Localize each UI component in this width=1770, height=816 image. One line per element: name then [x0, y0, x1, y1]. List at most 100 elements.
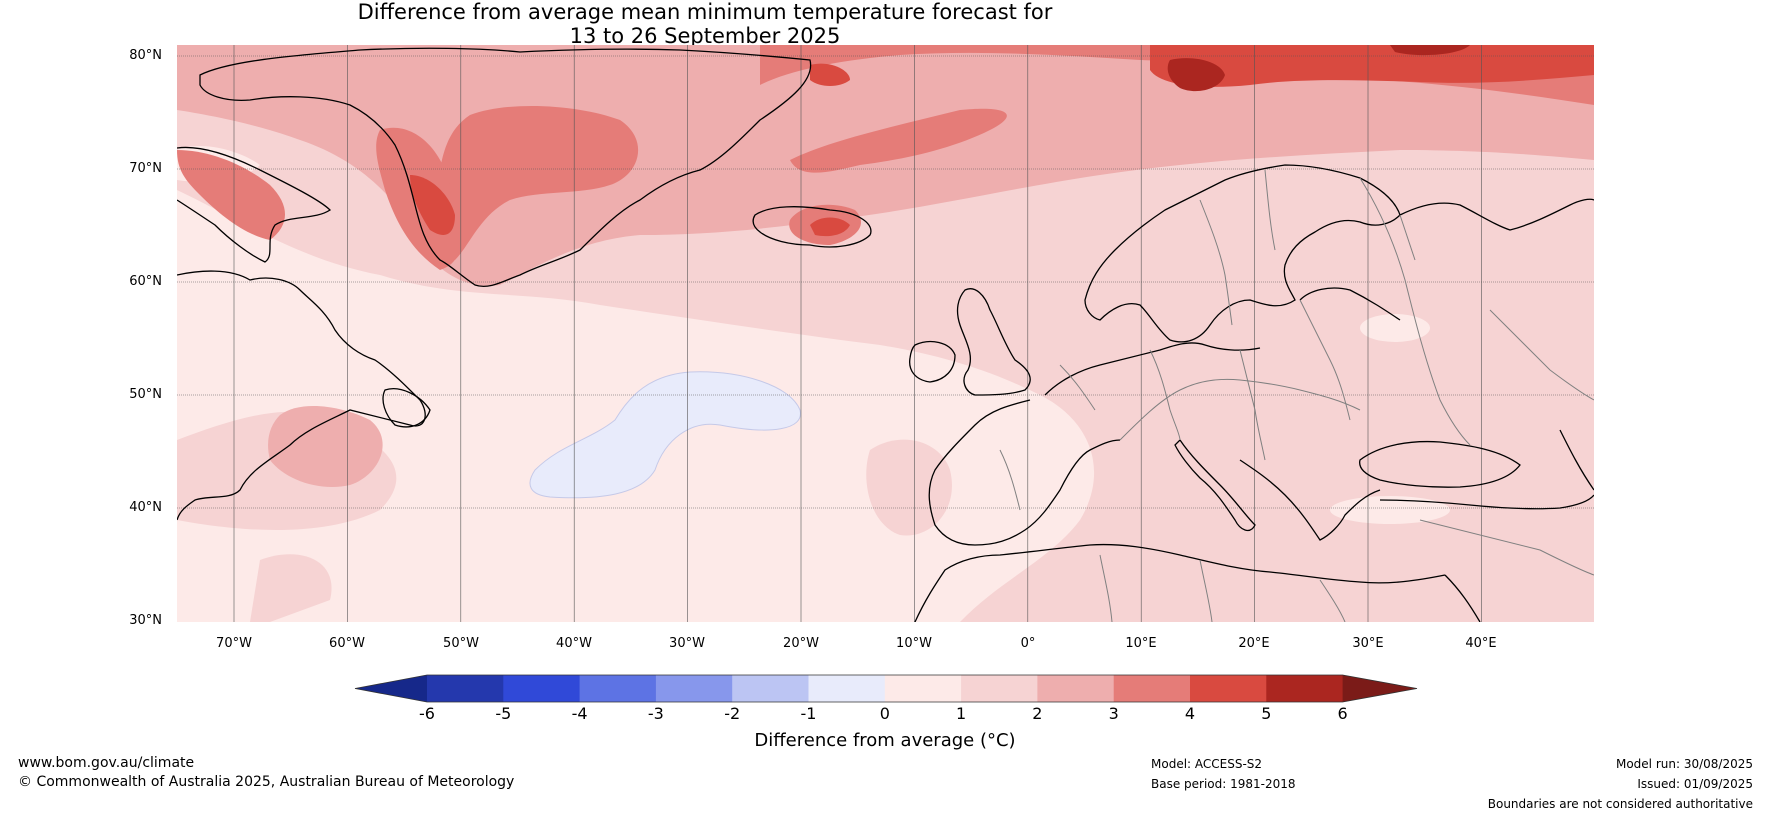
colorbar-segment: [1266, 675, 1344, 702]
colorbar-tick-label: -1: [800, 704, 817, 723]
lon-label-30e: 30°E: [1352, 636, 1384, 651]
lat-label-60n: 60°N: [129, 274, 162, 289]
black-sea-coastline: [1359, 440, 1521, 488]
colorbar-segment: [427, 675, 504, 702]
colorbar-tick-label: -6: [419, 704, 435, 723]
lon-label-0: 0°: [1020, 636, 1036, 651]
lat-label-30n: 30°N: [129, 613, 162, 628]
colorbar-tick-label: -3: [647, 704, 664, 723]
great-britain-coastline: [956, 288, 1031, 396]
scandinavia-coastline: [1084, 164, 1401, 343]
colorbar-tick-label: 3: [1108, 704, 1119, 723]
anomaly-band-1-2-patch: [250, 554, 332, 622]
border-line: [1119, 378, 1361, 441]
border-line: [1399, 214, 1416, 261]
colorbar-segment: [808, 675, 886, 702]
border-line: [1264, 169, 1276, 251]
colorbar-extend-low: [355, 675, 427, 702]
east-coastline: [1559, 429, 1594, 491]
colorbar-tick-label: 6: [1337, 704, 1348, 723]
lat-label-80n: 80°N: [129, 48, 162, 63]
coastlines: [177, 47, 1594, 622]
border-line: [1359, 177, 1471, 446]
colorbar-segment: [732, 675, 809, 702]
newfoundland-coastline: [382, 388, 431, 428]
lat-label-70n: 70°N: [129, 161, 162, 176]
colorbar-segment: [961, 675, 1038, 702]
lat-label-40n: 40°N: [129, 500, 162, 515]
europe-west-coastline: [1044, 342, 1261, 396]
border-line: [1239, 349, 1266, 461]
graticule: [177, 45, 1594, 622]
lon-label-10w: 10°W: [896, 636, 932, 651]
anomaly-band-3-4: [177, 150, 285, 240]
baltic-coastline: [1299, 287, 1401, 321]
model-text: Model: ACCESS-S2: [1151, 757, 1263, 771]
colorbar-label: Difference from average (°C): [754, 730, 1016, 751]
colorbar-segment: [884, 675, 962, 702]
colorbar-segment: [1113, 675, 1191, 702]
iberia-coastline: [928, 399, 1121, 546]
colorbar-tick-label: 4: [1184, 704, 1196, 723]
lon-label-50w: 50°W: [443, 636, 479, 651]
labrador-coastline: [177, 270, 426, 521]
title-line-2: 13 to 26 September 2025: [569, 24, 841, 48]
lon-label-70w: 70°W: [216, 636, 252, 651]
anomaly-band-4-5: [1150, 45, 1594, 87]
colorbar-tick-label: 5: [1261, 704, 1272, 723]
colorbar-segment: [1190, 675, 1267, 702]
anomaly-band-3-4: [790, 108, 1007, 173]
anomaly-patch-0-1: [1330, 496, 1450, 524]
lon-label-40e: 40°E: [1465, 636, 1497, 651]
anomaly-band-2-3: [268, 405, 383, 488]
colorbar-segment: [579, 675, 657, 702]
lon-label-10e: 10°E: [1125, 636, 1157, 651]
border-line: [1299, 299, 1351, 421]
anomaly-band-4-5: [410, 175, 455, 235]
lon-label-60w: 60°W: [329, 636, 365, 651]
anomaly-band-4-5: [810, 63, 850, 86]
anomaly-band-0-1: [177, 145, 1095, 622]
border-line: [1059, 364, 1096, 411]
lon-label-30w: 30°W: [669, 636, 705, 651]
border-line: [1199, 199, 1233, 326]
border-line: [1319, 579, 1346, 622]
colorbar-tick-label: 1: [956, 704, 967, 723]
kola-coastline: [1399, 198, 1594, 231]
ireland-coastline: [909, 341, 956, 383]
anomaly-band-1-2-patch: [866, 439, 952, 536]
lon-label-20e: 20°E: [1238, 636, 1270, 651]
north-africa-coastline: [914, 543, 1446, 622]
copyright-text: © Commonwealth of Australia 2025, Austra…: [18, 774, 515, 790]
base-period-text: Base period: 1981-2018: [1151, 777, 1296, 791]
lon-label-20w: 20°W: [783, 636, 819, 651]
border-line: [1489, 309, 1594, 401]
anomaly-band-neg1-0: [529, 371, 801, 499]
iceland-coastline: [752, 206, 872, 248]
title-line-1: Difference from average mean minimum tem…: [357, 0, 1053, 24]
border-line: [1099, 554, 1113, 622]
colorbar-segment: [1037, 675, 1115, 702]
border-line: [1199, 559, 1213, 622]
website-link[interactable]: www.bom.gov.au/climate: [18, 755, 195, 771]
anomaly-band-5-6: [1167, 58, 1225, 92]
map-title: Difference from average mean minimum tem…: [0, 0, 1410, 48]
lon-label-40w: 40°W: [556, 636, 592, 651]
issued-text: Issued: 01/09/2025: [1637, 777, 1753, 791]
colorbar-tick-label: 0: [879, 704, 890, 723]
country-borders: [999, 169, 1594, 622]
colorbar-segment: [655, 675, 733, 702]
colorbar-tick-label: -2: [724, 704, 741, 723]
colorbar-tick-label: 2: [1032, 704, 1043, 723]
greenland-coastline: [199, 47, 812, 287]
colorbar-tick-label: -4: [571, 704, 588, 723]
colorbar-tick-label: -5: [495, 704, 512, 723]
anomaly-band-3-4: [435, 105, 639, 260]
anomaly-band-4-5: [810, 217, 850, 237]
anomaly-band-5-6: [1390, 45, 1470, 56]
anatolia-coastline: [1379, 494, 1594, 510]
border-line: [999, 449, 1021, 511]
colorbar-segment: [503, 675, 581, 702]
